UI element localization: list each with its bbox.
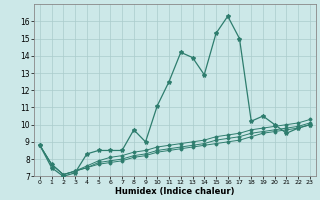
X-axis label: Humidex (Indice chaleur): Humidex (Indice chaleur) bbox=[115, 187, 235, 196]
